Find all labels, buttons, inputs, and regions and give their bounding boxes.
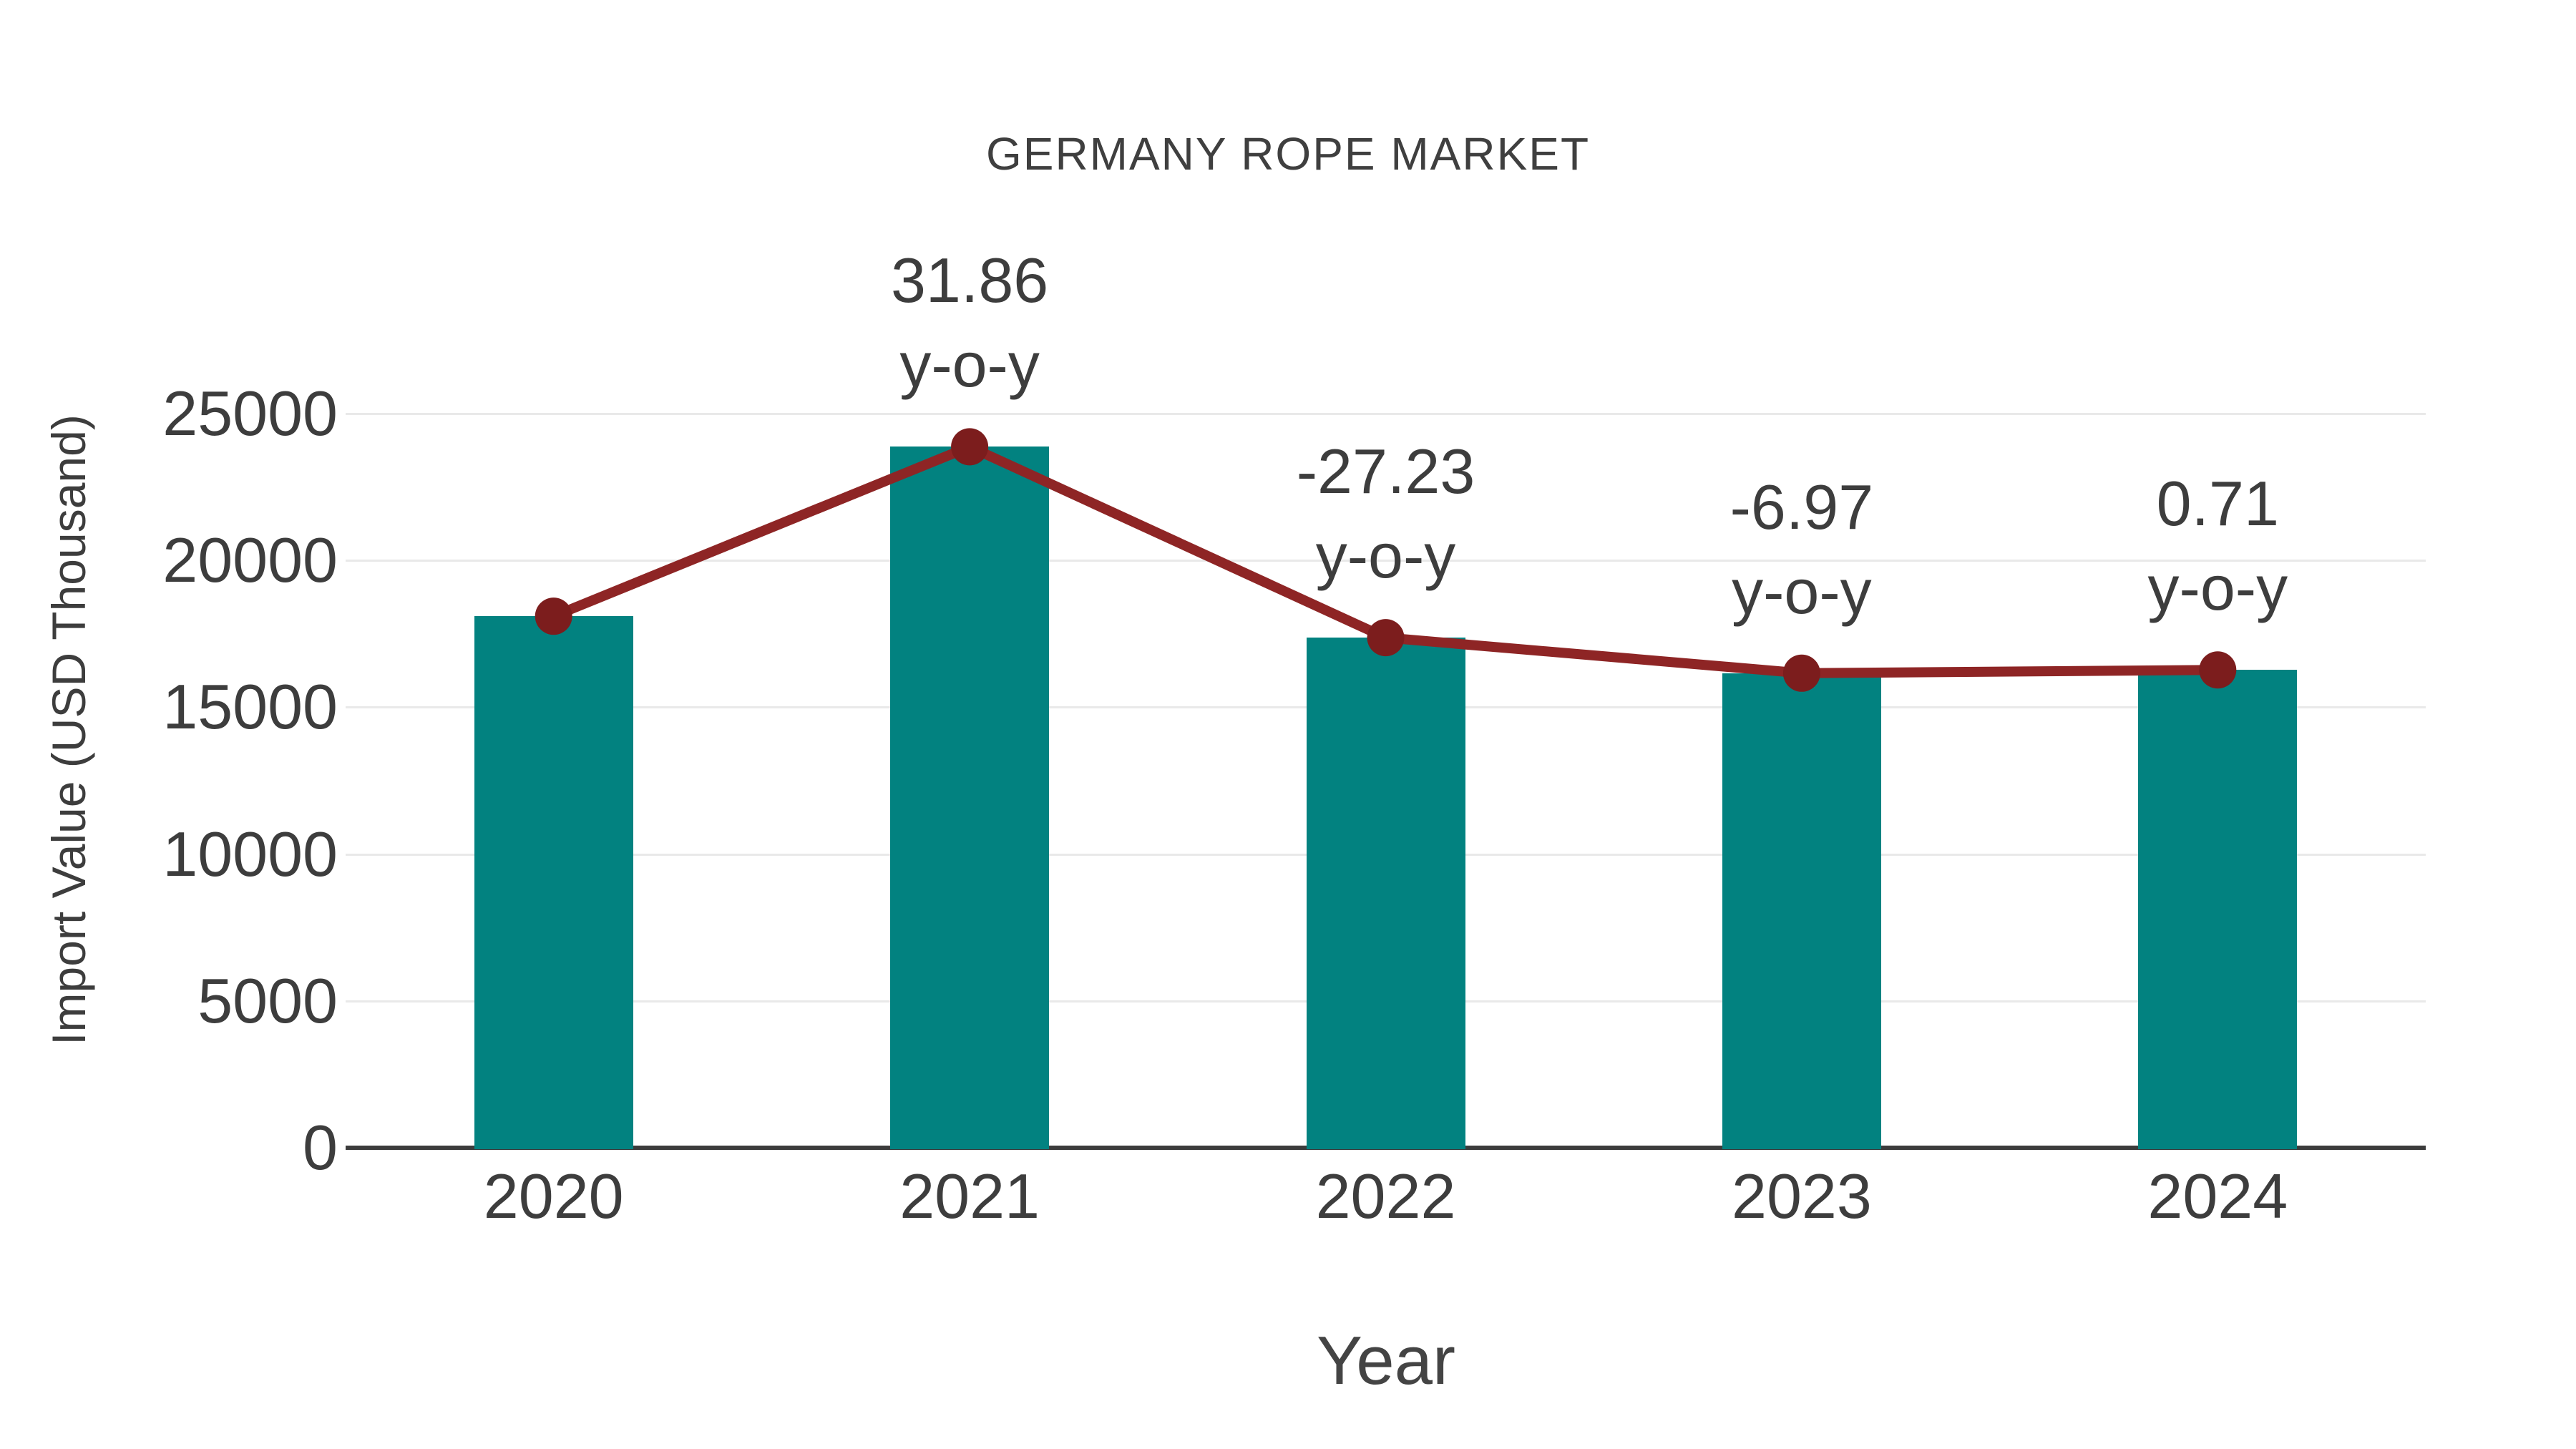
yoy-label-2021: 31.86 y-o-y	[891, 238, 1048, 407]
y-axis-tick-label-5000: 5000	[197, 965, 338, 1036]
yoy-label-2022: -27.23 y-o-y	[1297, 429, 1475, 598]
y-axis-tick-label-0: 0	[303, 1112, 338, 1183]
gridline-25000	[346, 413, 2426, 415]
gridline-20000	[346, 560, 2426, 562]
yoy-value: -6.97	[1729, 471, 1874, 542]
yoy-suffix: y-o-y	[1315, 520, 1456, 592]
import-bar-2021	[890, 447, 1050, 1149]
x-axis-tick-label-2021: 2021	[899, 1161, 1040, 1231]
x-axis-tick-label-2020: 2020	[483, 1161, 624, 1231]
yoy-suffix: y-o-y	[2147, 552, 2288, 624]
import-bar-2022	[1306, 638, 1465, 1149]
yoy-suffix: y-o-y	[1732, 555, 1872, 627]
import-bar-2023	[1722, 673, 1881, 1149]
y-axis-tick-label-25000: 25000	[162, 378, 338, 449]
chart-title: GERMANY ROPE MARKET	[985, 128, 1591, 180]
import-bar-2024	[2138, 670, 2298, 1149]
yoy-value: -27.23	[1296, 436, 1475, 507]
x-axis-tick-label-2022: 2022	[1315, 1161, 1456, 1231]
trend-dot-2024	[2199, 651, 2237, 689]
yoy-label-2023: -6.97 y-o-y	[1730, 465, 1874, 634]
yoy-label-2024: 0.71 y-o-y	[2148, 462, 2288, 630]
trend-dot-2023	[1782, 654, 1820, 692]
y-axis-tick-label-10000: 10000	[162, 818, 338, 889]
yoy-value: 0.71	[2156, 468, 2279, 540]
x-axis-title: Year	[1317, 1322, 1455, 1399]
yoy-value: 31.86	[890, 245, 1049, 316]
trend-dot-2021	[951, 428, 989, 466]
trend-dot-2020	[535, 597, 572, 635]
y-axis-tick-label-20000: 20000	[162, 525, 338, 596]
y-axis-tick-label-15000: 15000	[162, 671, 338, 743]
x-axis-tick-label-2024: 2024	[2147, 1161, 2288, 1231]
x-axis-tick-label-2023: 2023	[1732, 1161, 1872, 1231]
import-bar-2020	[474, 616, 633, 1149]
yoy-suffix: y-o-y	[899, 329, 1040, 401]
trend-dot-2022	[1367, 619, 1405, 657]
